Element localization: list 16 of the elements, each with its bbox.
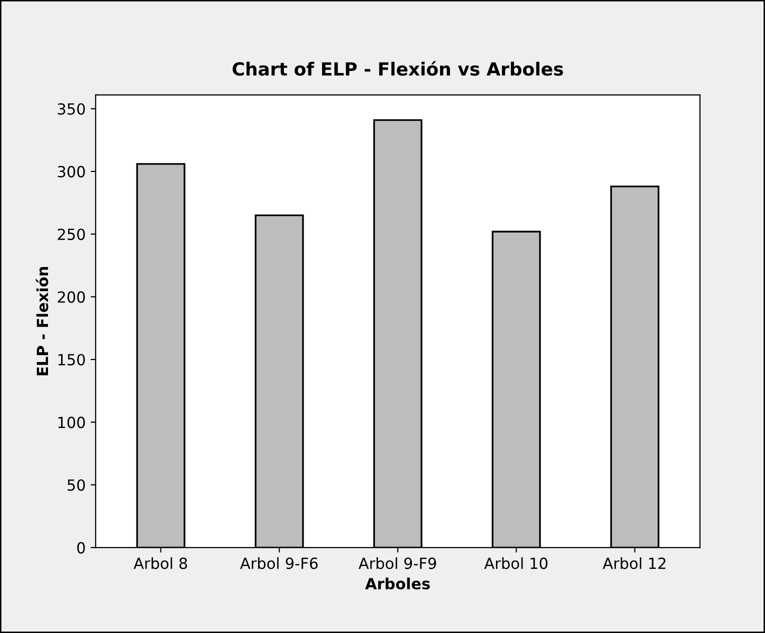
y-tick-label: 300 (58, 166, 85, 178)
x-tick-label: Arbol 10 (484, 557, 548, 570)
y-tick-label: 350 (58, 103, 85, 115)
x-tick-label: Arbol 9-F6 (240, 557, 318, 570)
y-axis-title: ELP - Flexión (36, 267, 48, 376)
y-tick-label: 50 (68, 479, 85, 491)
chart-title: Chart of ELP - Flexión vs Arboles (232, 61, 564, 76)
x-tick-label: Arbol 12 (602, 557, 666, 570)
x-tick-label: Arbol 8 (134, 557, 188, 570)
y-tick-label: 0 (77, 542, 85, 554)
x-tick-label: Arbol 9-F9 (358, 557, 436, 570)
y-tick-label: 100 (58, 416, 85, 428)
y-tick-label: 250 (58, 228, 85, 240)
y-tick-label: 150 (58, 354, 85, 366)
y-tick-label: 200 (58, 291, 85, 303)
x-axis-title: Arboles (365, 578, 430, 590)
